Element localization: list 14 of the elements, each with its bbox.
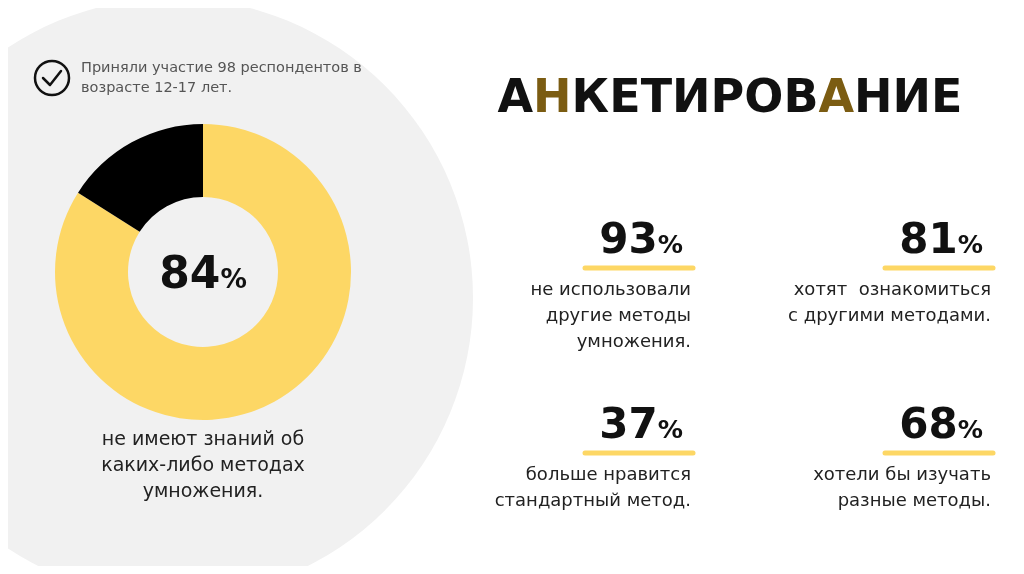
text: 93%: [599, 214, 683, 263]
text: не использовали другие методы умножения.: [530, 278, 691, 351]
text: Приняли участие 98 респондентов в возрасте 12-17 лет.: [81, 59, 362, 95]
text: хотели бы изучать разные методы.: [813, 463, 991, 510]
text: хотят ознакомиться с другими методами.: [788, 278, 991, 325]
text: 81%: [899, 214, 983, 263]
text: 37%: [599, 399, 683, 448]
donut-slice: [55, 124, 351, 420]
text: не имеют знаний об каких-либо методах умножения.: [101, 427, 305, 501]
donut-slice: [78, 124, 203, 232]
text: больше нравится стандартный метод.: [494, 463, 691, 510]
text: 68%: [899, 399, 983, 448]
data-label: 84%: [159, 247, 247, 298]
chart-title: АНКЕТИРОВАНИЕ: [497, 69, 963, 123]
